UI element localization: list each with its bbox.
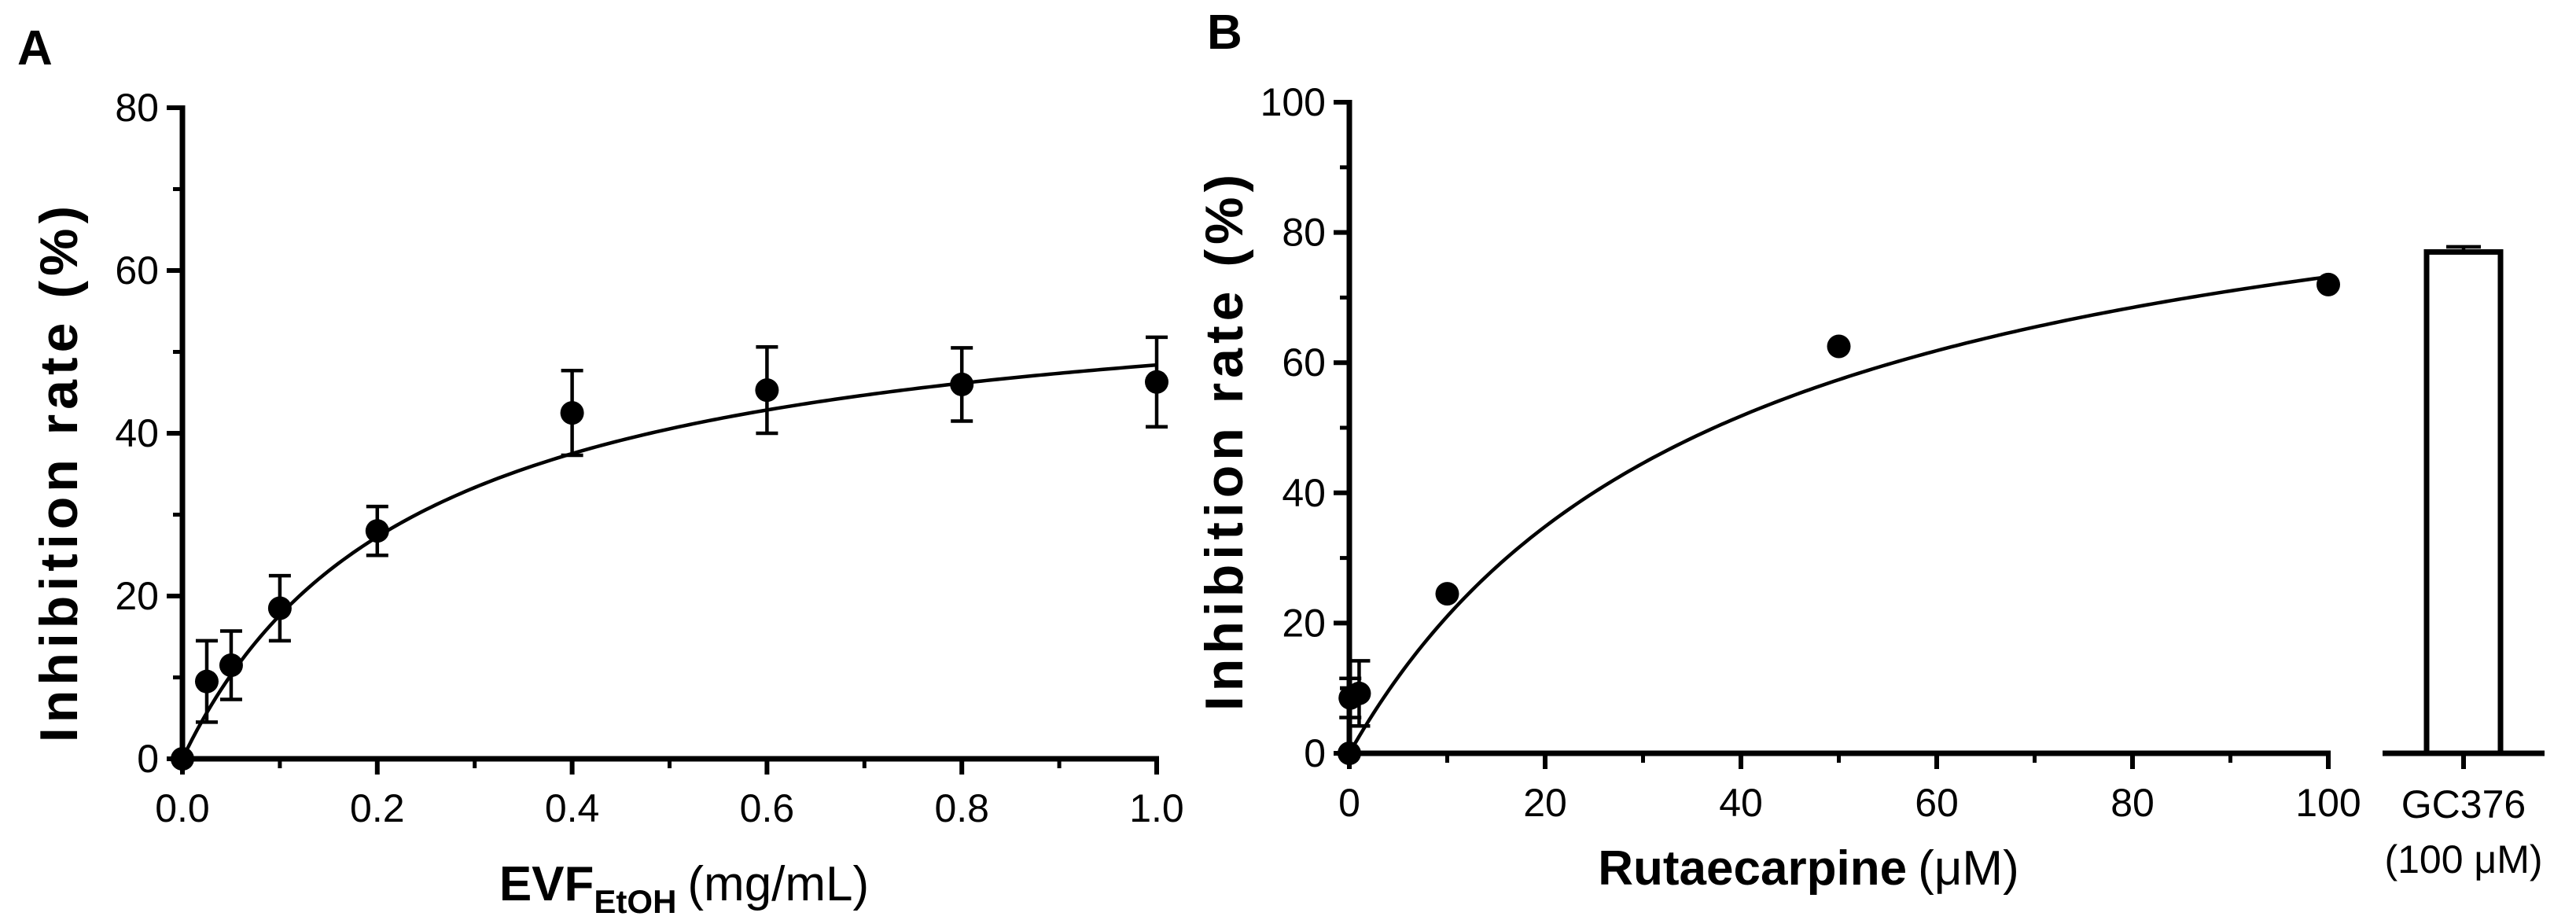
panel-b-y-title: Inhibition rate (%) — [1194, 170, 1254, 711]
panel-a-fit-curve — [180, 362, 1157, 760]
panel-a-data-point — [267, 596, 292, 620]
panel-a-data-point — [171, 747, 194, 771]
panel-b-y-tick-label: 100 — [1260, 80, 1326, 124]
panel-b-x-title-main: Rutaecarpine — [1598, 841, 1907, 896]
panel-a-x-title-main: EVF — [499, 857, 594, 911]
panel-a-y-tick-label: 0 — [137, 737, 159, 781]
panel-label-b: B — [1207, 6, 1242, 60]
panel-b-y-tick-label: 60 — [1282, 340, 1326, 385]
panel-label-a: A — [17, 21, 53, 75]
panel-a-x-title-unit: (mg/mL) — [687, 857, 869, 911]
panel-a-y-tick-label: 60 — [115, 248, 159, 293]
panel-a-data-point — [219, 653, 243, 677]
gc376-bar — [2423, 248, 2504, 756]
panel-b-data-point — [1827, 334, 1851, 359]
panel-b-y-tick-label: 20 — [1282, 601, 1326, 645]
panel-b-fit-curve — [1348, 274, 2329, 755]
panel-a-data-point — [755, 378, 779, 403]
gc376-label: GC376 — [2401, 782, 2526, 826]
panel-a-x-tick-label: 0.0 — [155, 786, 210, 830]
panel-b-y-tick-label: 80 — [1282, 211, 1326, 255]
panel-b-y-tick-label: 0 — [1304, 731, 1326, 775]
panel-a-x-title: EVFEtOH (mg/mL) — [499, 857, 869, 920]
panel-a-data-point — [1145, 370, 1168, 394]
panel-a-x-tick-label: 0.4 — [545, 786, 600, 830]
panel-a-plot: 0 20 40 60 80 0.0 0.2 0.4 0.6 0.8 1.0 — [115, 86, 1183, 830]
panel-b-data-point — [1338, 742, 1361, 765]
panel-b-x-tick-label: 60 — [1915, 781, 1959, 825]
panel-b-x-tick-label: 40 — [1719, 781, 1763, 825]
panel-a-data-point — [194, 669, 219, 694]
panel-b-plot: 0 20 40 60 80 100 0 20 40 60 80 100 — [1260, 80, 2545, 825]
panel-b-x-title-unit: (μM) — [1918, 841, 2019, 896]
panel-b-x-tick-label: 20 — [1523, 781, 1567, 825]
panel-b-x-tick-label: 100 — [2295, 781, 2361, 825]
panel-b-data-point — [1435, 582, 1459, 606]
panel-b-data-point — [2317, 272, 2340, 296]
gc376-conc-label: (100 μM) — [2384, 837, 2542, 881]
panel-b-x-tick-label: 80 — [2110, 781, 2155, 825]
panel-b-x-tick-label: 0 — [1338, 781, 1360, 825]
panel-a-data-point — [560, 401, 584, 425]
panel-a-y-tick-label: 40 — [115, 411, 159, 455]
panel-a-y-tick-label: 20 — [115, 574, 159, 618]
panel-a-x-tick-label: 0.6 — [740, 786, 795, 830]
panel-b-x-title: Rutaecarpine (μM) — [1598, 841, 2018, 896]
panel-a-data-point — [950, 372, 974, 396]
panel-b-data-point — [1347, 681, 1371, 705]
panel-b-y-tick-label: 40 — [1282, 471, 1326, 515]
panel-a-data-point — [365, 519, 389, 543]
panel-a-y-tick-label: 80 — [115, 86, 159, 130]
panel-a-x-tick-label: 0.8 — [934, 786, 989, 830]
panel-a-x-tick-label: 1.0 — [1129, 786, 1184, 830]
panel-a-y-title: Inhibition rate (%) — [29, 201, 89, 742]
panel-a-x-title-sub: EtOH — [594, 883, 676, 920]
panel-a-x-tick-label: 0.2 — [350, 786, 405, 830]
